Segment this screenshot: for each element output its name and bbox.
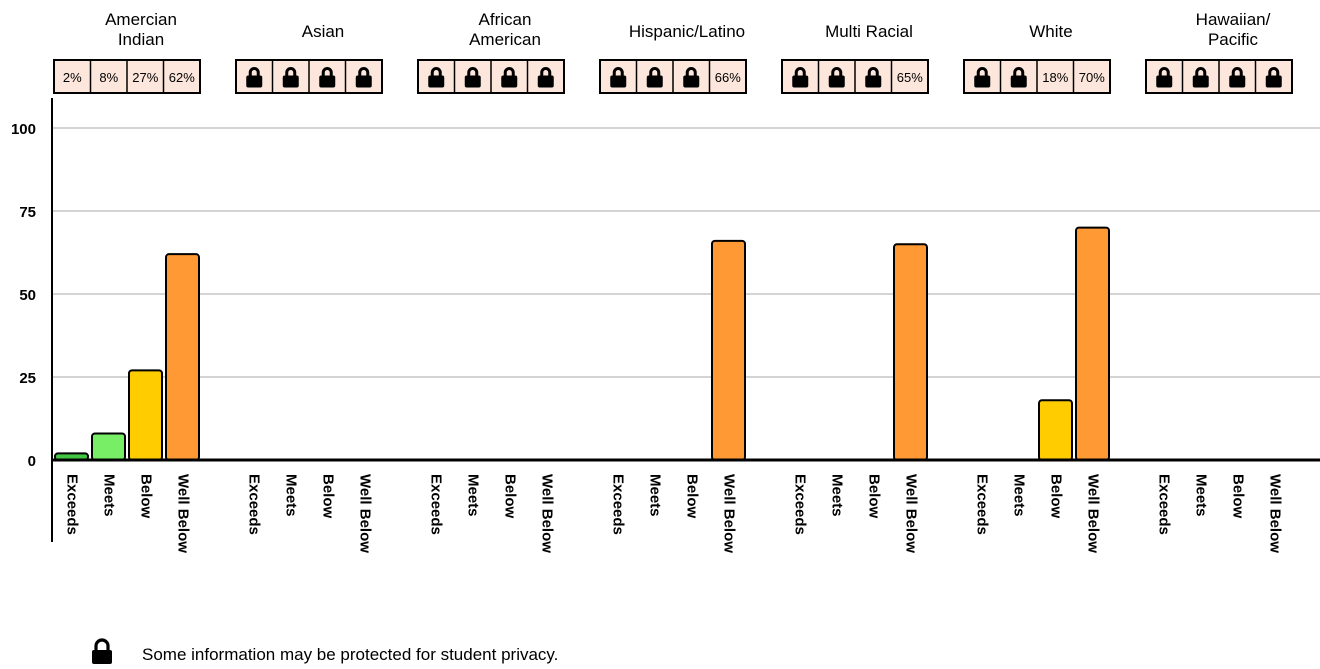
lock-icon — [1192, 67, 1209, 88]
group-name: Amercian — [105, 10, 177, 29]
lock-icon — [974, 67, 991, 88]
group-name: Indian — [118, 30, 164, 49]
category-label: Well Below — [357, 474, 374, 553]
category-label: Exceeds — [64, 474, 81, 535]
y-tick-label: 25 — [19, 370, 36, 387]
category-label: Exceeds — [792, 474, 809, 535]
group-asian: Asian Exceeds Meets Below Well Below — [235, 22, 383, 553]
bar-well-below — [893, 243, 928, 461]
lock-icon — [1010, 67, 1027, 88]
category-label: Below — [1048, 474, 1065, 519]
lock-icon — [428, 67, 445, 88]
lock-icon — [865, 67, 882, 88]
lock-icon — [1229, 67, 1246, 88]
category-label: Below — [684, 474, 701, 519]
lock-icon — [282, 67, 299, 88]
group-name: Pacific — [1208, 30, 1259, 49]
lock-icon — [683, 67, 700, 88]
lock-icon — [92, 638, 112, 664]
value-label: 70% — [1079, 70, 1105, 85]
group-name: Asian — [302, 22, 345, 41]
category-label: Well Below — [1267, 474, 1284, 553]
category-label: Well Below — [903, 474, 920, 553]
value-label: 66% — [715, 70, 741, 85]
value-label: 2% — [63, 70, 82, 85]
footnote-text: Some information may be protected for st… — [142, 645, 559, 664]
lock-icon — [246, 67, 263, 88]
group-name: American — [469, 30, 541, 49]
bar-below — [1038, 399, 1073, 461]
category-label: Meets — [465, 474, 482, 517]
bar-well-below — [1075, 226, 1110, 461]
bar-below — [128, 369, 163, 461]
value-label: 8% — [99, 70, 118, 85]
y-tick-label: 75 — [19, 204, 36, 221]
group-name: White — [1029, 22, 1072, 41]
category-label: Meets — [829, 474, 846, 517]
privacy-footnote: Some information may be protected for st… — [88, 638, 788, 666]
category-label: Exceeds — [246, 474, 263, 535]
value-label: 62% — [169, 70, 195, 85]
category-label: Meets — [283, 474, 300, 517]
group-name: African — [479, 10, 532, 29]
category-label: Below — [1230, 474, 1247, 519]
lock-icon — [792, 67, 809, 88]
category-label: Exceeds — [1156, 474, 1173, 535]
category-label: Below — [502, 474, 519, 519]
group-multi-racial: Multi Racial 65% Exceeds Meets Below Well Bel… — [781, 22, 929, 553]
y-tick-label: 100 — [11, 121, 36, 138]
lock-icon — [828, 67, 845, 88]
category-label: Meets — [1193, 474, 1210, 517]
y-tick-label: 50 — [19, 287, 36, 304]
category-label: Exceeds — [428, 474, 445, 535]
category-label: Meets — [647, 474, 664, 517]
lock-icon — [501, 67, 518, 88]
lock-icon — [464, 67, 481, 88]
group-name: Hawaiian/ — [1196, 10, 1271, 29]
category-label: Exceeds — [974, 474, 991, 535]
lock-icon — [1156, 67, 1173, 88]
lock-icon — [646, 67, 663, 88]
category-label: Below — [138, 474, 155, 519]
lock-icon — [610, 67, 627, 88]
bar-meets — [91, 432, 126, 462]
group-name: Multi Racial — [825, 22, 913, 41]
category-label: Well Below — [1085, 474, 1102, 553]
bar-well-below — [165, 253, 200, 461]
bar-well-below — [711, 239, 746, 461]
lock-icon — [1265, 67, 1282, 88]
category-label: Exceeds — [610, 474, 627, 535]
group-name: Hispanic/Latino — [629, 22, 745, 41]
value-label: 65% — [897, 70, 923, 85]
y-tick-label: 0 — [28, 453, 36, 470]
category-label: Below — [866, 474, 883, 519]
category-label: Well Below — [175, 474, 192, 553]
lock-icon — [319, 67, 336, 88]
value-label: 18% — [1042, 70, 1068, 85]
group-hawaiian-pacific: Hawaiian/Pacific Exceeds Meets Below Well Be… — [1145, 10, 1293, 553]
category-label: Meets — [101, 474, 118, 517]
category-label: Meets — [1011, 474, 1028, 517]
lock-icon — [537, 67, 554, 88]
category-label: Below — [320, 474, 337, 519]
group-hispanic-latino: Hispanic/Latino 66% Exceeds Meets Below Well … — [599, 22, 747, 553]
group-white: White 18% 70% Exceeds Meets Below Well Below — [963, 22, 1111, 553]
value-label: 27% — [132, 70, 158, 85]
category-label: Well Below — [539, 474, 556, 553]
category-label: Well Below — [721, 474, 738, 553]
lock-icon — [355, 67, 372, 88]
